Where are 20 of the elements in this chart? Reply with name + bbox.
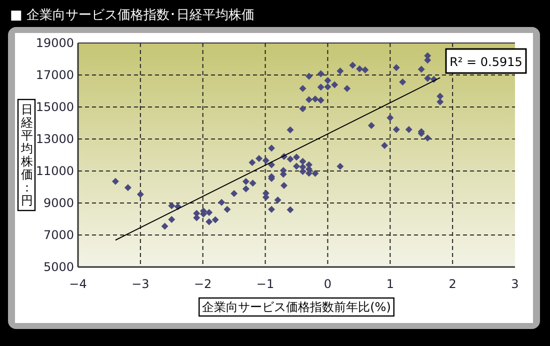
y-tick-label: 15000 [36,100,74,114]
x-tick-label: −2 [194,277,212,291]
y-tick-label: 13000 [36,132,74,146]
y-tick-label: 11000 [36,164,74,178]
x-tick-label: 0 [324,277,332,291]
chart-title: ■ 企業向サービス価格指数･日経平均株価 [10,8,254,23]
y-axis-title: 日経平均株価：円 [20,102,33,208]
x-tick-label: 2 [448,277,456,291]
x-tick-label: −3 [132,277,150,291]
x-axis-title: 企業向サービス価格指数前年比(%) [202,300,391,314]
x-tick-label: 1 [386,277,394,291]
y-tick-label: 17000 [36,68,74,82]
y-tick-label: 7000 [43,228,74,242]
x-tick-label: −1 [256,277,274,291]
annotation: R² = 0.5915 [450,55,522,69]
x-tick-label: −4 [69,277,87,291]
y-tick-label: 5000 [43,260,74,274]
y-tick-label: 19000 [36,36,74,50]
x-tick-label: 3 [511,277,519,291]
y-tick-label: 9000 [43,196,74,210]
